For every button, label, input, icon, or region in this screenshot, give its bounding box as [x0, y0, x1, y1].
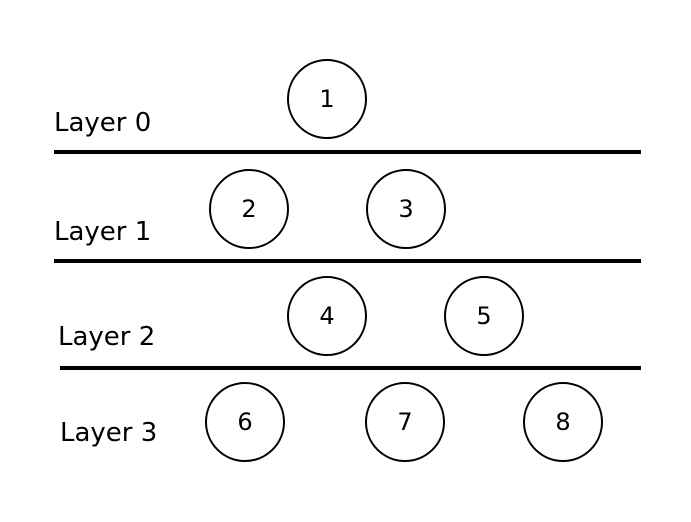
node-7-label: 7	[397, 408, 412, 436]
layer-label-3: Layer 3	[60, 418, 157, 448]
node-6-label: 6	[237, 408, 252, 436]
node-7: 7	[365, 382, 445, 462]
node-1-label: 1	[319, 85, 334, 113]
node-2: 2	[209, 169, 289, 249]
layer-label-1: Layer 1	[54, 217, 151, 247]
node-8: 8	[523, 382, 603, 462]
node-3-label: 3	[398, 195, 413, 223]
node-6: 6	[205, 382, 285, 462]
node-8-circle	[523, 382, 603, 462]
node-4-label: 4	[319, 302, 334, 330]
node-3: 3	[366, 169, 446, 249]
node-3-circle	[366, 169, 446, 249]
node-6-circle	[205, 382, 285, 462]
node-1-circle	[287, 59, 367, 139]
node-8-label: 8	[555, 408, 570, 436]
node-1: 1	[287, 59, 367, 139]
node-7-circle	[365, 382, 445, 462]
node-5-label: 5	[476, 302, 491, 330]
layer-label-2: Layer 2	[58, 322, 155, 352]
node-5-circle	[444, 276, 524, 356]
node-4-circle	[287, 276, 367, 356]
node-4: 4	[287, 276, 367, 356]
node-2-label: 2	[241, 195, 256, 223]
node-2-circle	[209, 169, 289, 249]
layer-label-0: Layer 0	[54, 108, 151, 138]
node-5: 5	[444, 276, 524, 356]
